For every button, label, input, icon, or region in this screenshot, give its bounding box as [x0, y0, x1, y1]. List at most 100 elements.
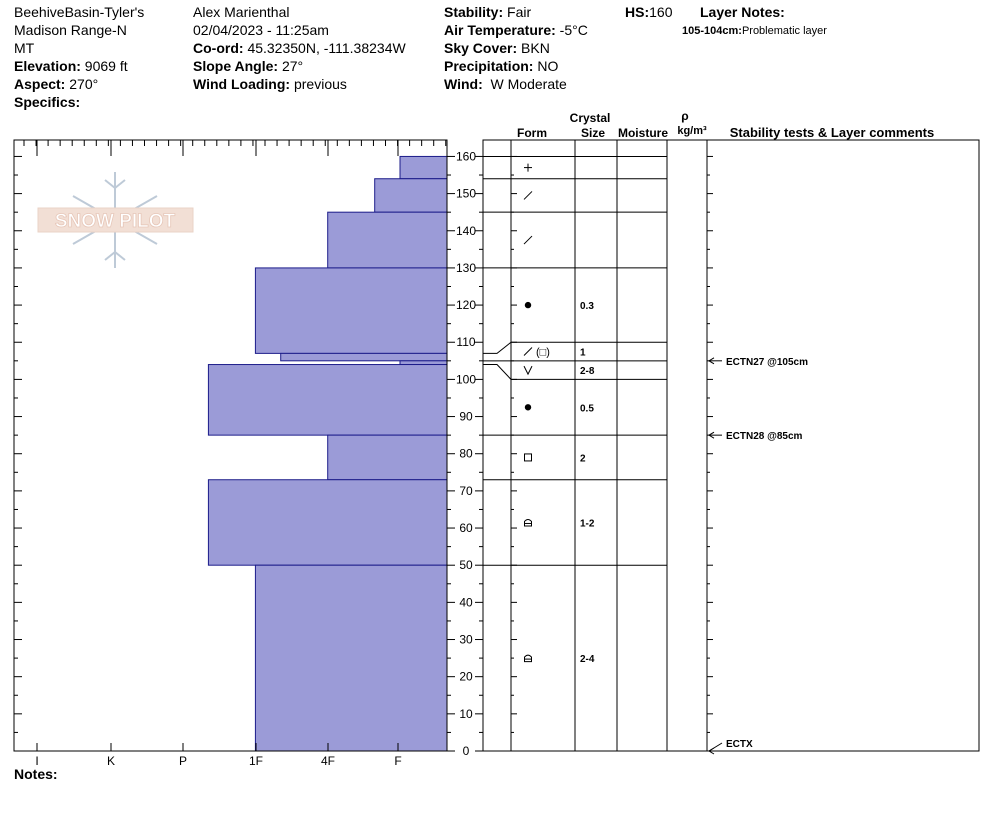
crystal-size: 2-4 — [580, 654, 595, 665]
slash-symbol — [523, 235, 533, 245]
depth-tick-label: 100 — [456, 372, 476, 386]
stability-test-label: ECTN28 @85cm — [726, 431, 803, 442]
sky-cover: Sky Cover: BKN — [444, 40, 550, 56]
depth-tick-label: 0 — [463, 744, 470, 758]
hardness-bar-4 — [280, 352, 448, 362]
paren-square-symbol: (□) — [536, 347, 550, 359]
wind: Wind: W Moderate — [444, 76, 567, 92]
stability-tests: ECTN27 @105cm ECTN28 @85cm ECTX — [708, 357, 808, 755]
hardness-plot-frame — [13, 139, 448, 752]
grain-form-slash — [523, 235, 533, 245]
depth-tick-label: 90 — [459, 410, 473, 424]
snow-height: HS:160 — [625, 4, 673, 20]
observer-name: Alex Marienthal — [193, 4, 290, 20]
depth-tick-label: 120 — [456, 298, 476, 312]
hardness-label: P — [179, 754, 187, 768]
layer-rows: 0.3 (□) 1 2-8 0.5 2 1-2 2-4 — [483, 155, 667, 665]
test-arrowhead — [708, 357, 715, 365]
grain-form-slash-sq: (□) — [523, 347, 550, 359]
slash-symbol — [523, 347, 533, 356]
moisture-header: Moisture — [618, 126, 668, 140]
rounded-square-symbol — [524, 518, 532, 527]
density-unit-header: kg/m³ — [677, 125, 707, 137]
crystal-size: 0.3 — [580, 301, 594, 312]
depth-tick-label: 150 — [456, 187, 476, 201]
hardness-bar-2 — [327, 211, 448, 269]
depth-axis: 0 10 20 30 40 50 60 70 80 90 100 110 120 130 140 150 160 — [14, 149, 483, 758]
snowpilot-logo: SNOW PILOT — [37, 172, 194, 268]
dot-symbol — [524, 301, 532, 309]
conditions-block: Stability: Fair Air Temperature: -5°C Sk… — [444, 3, 588, 93]
hardness-label: K — [107, 754, 115, 768]
wind-loading: Wind Loading: previous — [193, 76, 347, 92]
layer-table-frame — [482, 139, 980, 752]
form-header: Form — [517, 126, 547, 140]
slope-angle: Slope Angle: 27° — [193, 58, 304, 74]
crystal-size: 1-2 — [580, 518, 595, 529]
depth-tick-label: 160 — [456, 149, 476, 163]
depth-tick-label: 140 — [456, 224, 476, 238]
slash-symbol — [523, 191, 533, 200]
depth-tick-label: 110 — [456, 335, 475, 349]
grain-form-plus — [524, 163, 532, 172]
hardness-bars — [207, 155, 448, 752]
location-line1: BeehiveBasin-Tyler's — [14, 4, 145, 20]
grain-form-slash — [523, 191, 533, 200]
stability-test-label: ECTX — [726, 739, 753, 750]
size-header: Size — [581, 126, 605, 140]
layer-note: 105-104cm:Problematic layer — [682, 25, 827, 37]
crystal-size: 1 — [580, 348, 586, 359]
hardness-top-ticks — [23, 140, 447, 751]
depth-tick-label: 20 — [459, 670, 473, 684]
stability-header: Stability tests & Layer comments — [730, 125, 934, 140]
grain-form-vee — [523, 365, 533, 376]
stability-test-label: ECTN27 @105cm — [726, 357, 808, 368]
logo-text: SNOW PILOT — [55, 211, 176, 232]
depth-tick-label: 40 — [459, 595, 473, 609]
air-temperature: Air Temperature: -5°C — [444, 22, 588, 38]
location-line2: Madison Range-N — [14, 22, 127, 38]
test-arrowhead — [708, 747, 715, 755]
crystal-size: 2 — [580, 453, 586, 464]
aspect: Aspect: 270° — [14, 76, 99, 92]
depth-tick-label: 10 — [459, 707, 473, 721]
depth-tick-label: 30 — [459, 633, 473, 647]
hardness-bar-8 — [207, 479, 448, 566]
snow-profile-chart: SNOW PILOT I K P 1F 4F F 0 10 20 30 40 50 60 70 80 90 1… — [13, 109, 980, 768]
depth-tick-label: 60 — [459, 521, 473, 535]
hardness-bar-5 — [399, 360, 448, 366]
table-depth-ticks — [511, 155, 713, 752]
hardness-bar-9 — [254, 564, 448, 752]
crystal-size: 0.5 — [580, 403, 594, 414]
elevation: Elevation: 9069 ft — [14, 58, 128, 74]
hardness-label: F — [394, 754, 401, 768]
observation-datetime: 02/04/2023 - 11:25am — [193, 22, 329, 38]
depth-tick-label: 130 — [456, 261, 476, 275]
crystal-header: Crystal — [570, 111, 611, 125]
grain-form-sq-dot — [524, 654, 532, 663]
hardness-bar-7 — [327, 434, 448, 481]
rho-header: ρ — [681, 109, 688, 123]
grain-form-square — [524, 453, 532, 462]
hardness-bar-0 — [399, 155, 448, 180]
observer-block: Alex Marienthal 02/04/2023 - 11:25am Co-… — [193, 3, 406, 93]
grain-form-dot — [524, 404, 532, 411]
hardness-bar-6 — [207, 364, 448, 436]
depth-tick-label: 70 — [459, 484, 473, 498]
hardness-label: 4F — [321, 754, 335, 768]
boundary-connector — [483, 341, 512, 354]
hardness-label: 1F — [249, 754, 263, 768]
depth-tick-label: 80 — [459, 447, 473, 461]
crystal-size: 2-8 — [580, 366, 595, 377]
grain-form-dot — [524, 301, 532, 309]
boundary-connector — [483, 364, 512, 380]
precipitation: Precipitation: NO — [444, 58, 559, 74]
rounded-square-symbol — [524, 654, 532, 663]
stability: Stability: Fair — [444, 4, 532, 20]
coordinates: Co-ord: 45.32350N, -111.38234W — [193, 40, 406, 56]
dot-symbol — [524, 404, 532, 411]
square-symbol — [524, 453, 532, 462]
vee-symbol — [523, 365, 533, 376]
hardness-bar-1 — [374, 178, 448, 213]
hardness-bar-3 — [254, 267, 448, 354]
